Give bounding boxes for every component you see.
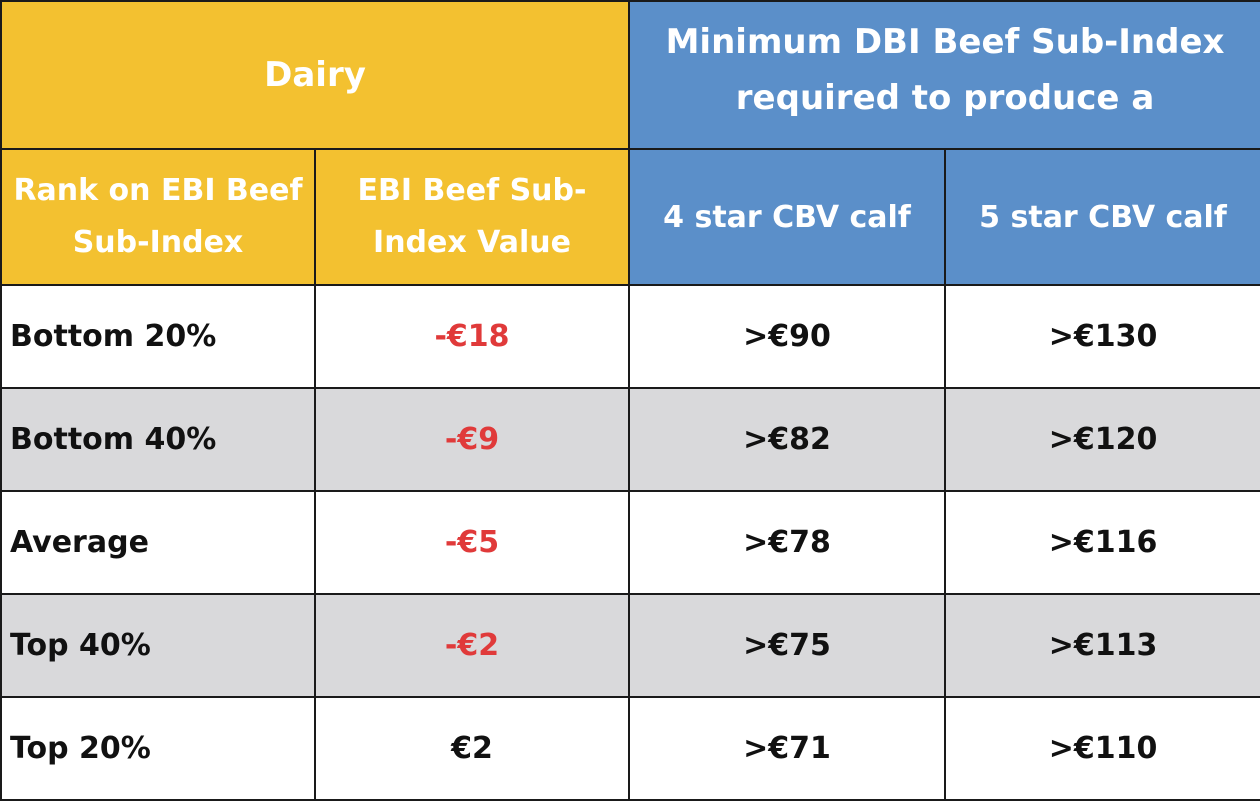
four-star-cell: >€82 (628, 387, 947, 492)
rank-cell: Bottom 40% (0, 387, 316, 492)
rank-header-line1: Rank on EBI Beef (13, 173, 303, 208)
header-row-top: Dairy Minimum DBI Beef Sub-Index require… (0, 0, 1260, 150)
rank-cell: Top 40% (0, 593, 316, 698)
four-star-column-header: 4 star CBV calf (628, 148, 947, 286)
value-cell: -€2 (313, 593, 631, 698)
table-row: Average -€5 >€78 >€116 (0, 490, 1260, 595)
dbi-header-line2: required to produce a (735, 78, 1155, 118)
four-star-cell: >€71 (628, 696, 947, 801)
rank-header-line2: Sub-Index (72, 225, 244, 260)
rank-cell: Bottom 20% (0, 284, 316, 389)
five-star-cell: >€116 (944, 490, 1260, 595)
value-header-line2: Index Value (373, 225, 571, 260)
value-cell: €2 (313, 696, 631, 801)
table-row: Top 40% -€2 >€75 >€113 (0, 593, 1260, 698)
value-cell: -€9 (313, 387, 631, 492)
five-star-cell: >€113 (944, 593, 1260, 698)
four-star-cell: >€78 (628, 490, 947, 595)
rank-cell: Top 20% (0, 696, 316, 801)
four-star-cell: >€75 (628, 593, 947, 698)
rank-column-header: Rank on EBI Beef Sub-Index (0, 148, 316, 286)
dbi-header-line1: Minimum DBI Beef Sub-Index (665, 22, 1225, 62)
value-column-header: EBI Beef Sub- Index Value (313, 148, 631, 286)
five-star-column-header: 5 star CBV calf (944, 148, 1260, 286)
header-row-sub: Rank on EBI Beef Sub-Index EBI Beef Sub-… (0, 148, 1260, 286)
table-row: Bottom 20% -€18 >€90 >€130 (0, 284, 1260, 389)
dairy-header: Dairy (0, 0, 631, 150)
table-row: Top 20% €2 >€71 >€110 (0, 696, 1260, 801)
value-cell: -€18 (313, 284, 631, 389)
value-cell: -€5 (313, 490, 631, 595)
five-star-cell: >€120 (944, 387, 1260, 492)
value-header-line1: EBI Beef Sub- (357, 173, 587, 208)
rank-cell: Average (0, 490, 316, 595)
five-star-cell: >€110 (944, 696, 1260, 801)
five-star-cell: >€130 (944, 284, 1260, 389)
table-row: Bottom 40% -€9 >€82 >€120 (0, 387, 1260, 492)
dbi-header: Minimum DBI Beef Sub-Index required to p… (628, 0, 1260, 150)
four-star-cell: >€90 (628, 284, 947, 389)
